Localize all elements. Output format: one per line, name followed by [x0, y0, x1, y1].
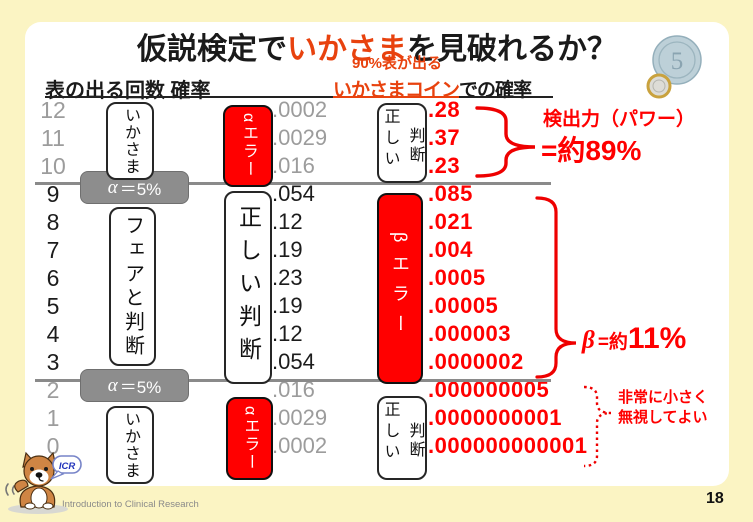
- fair-coin-probability: .054: [272, 181, 315, 206]
- beta-value-label: β =約 11%: [582, 322, 687, 355]
- heads-count: 4: [46, 321, 60, 347]
- page-title: 仮説検定でいかさまを見破れるか？: [25, 24, 729, 68]
- label-box-cheat-bottom: いかさま: [106, 406, 154, 484]
- fair-coin-probability: .19: [272, 237, 303, 262]
- label-box-fair-judgement: フェアと判断: [109, 207, 156, 366]
- loaded-coin-probability: .37: [428, 125, 461, 150]
- heads-count: 2: [46, 377, 60, 403]
- table-row: 10 .016 .23: [0, 152, 753, 180]
- header-underline: [45, 96, 333, 98]
- label-box-cheat-top: いかさま: [106, 102, 154, 180]
- note-90-percent: 90%表が出る: [352, 55, 443, 72]
- header-underline: [459, 96, 553, 98]
- heads-count: 10: [40, 153, 66, 179]
- fair-coin-probability: .12: [272, 209, 303, 234]
- heads-count: 6: [46, 265, 60, 291]
- heads-count: 11: [41, 125, 65, 151]
- mascot-bubble-label: ICR: [59, 461, 76, 472]
- title-pre: 仮説検定で: [137, 33, 287, 66]
- loaded-coin-probability: .000003: [428, 321, 512, 346]
- loaded-coin-probability: .000000000001: [428, 433, 588, 458]
- table-row: 12 .0002 .28: [0, 96, 753, 124]
- title-post: を見破れるか？: [407, 33, 617, 66]
- table-row: 8 .12 .021: [0, 208, 753, 236]
- significance-line-top: [35, 182, 551, 185]
- loaded-coin-probability: .0000000001: [428, 405, 562, 430]
- alpha-symbol: α: [107, 176, 118, 198]
- table-row: 11 .0029 .37: [0, 124, 753, 152]
- correct-judgement-box-bottom: 正しい 判断: [377, 396, 427, 480]
- correct-judgement-box-top: 正しい 判断: [377, 103, 427, 183]
- heads-count: 8: [46, 209, 60, 235]
- fair-coin-probability: .19: [272, 293, 303, 318]
- table-row: 5 .19 .00005: [0, 292, 753, 320]
- alpha-symbol: α: [107, 374, 118, 396]
- loaded-coin-probability: .00005: [428, 293, 499, 318]
- table-row: 3 .054 .0000002: [0, 348, 753, 376]
- power-label: 検出力（パワー）: [543, 109, 696, 130]
- fair-coin-probability: .016: [272, 153, 315, 178]
- table-row: 7 .19 .004: [0, 236, 753, 264]
- fair-coin-probability: .0029: [272, 405, 328, 430]
- speech-bubble: ICR: [50, 455, 82, 480]
- alpha-value: ＝5%: [119, 378, 162, 397]
- beta-error-box: βエラー: [377, 193, 423, 384]
- alpha-value: ＝5%: [119, 180, 162, 199]
- loaded-coin-probability: .0005: [428, 265, 486, 290]
- heads-count: 7: [46, 237, 60, 263]
- header-underline-red: [333, 96, 459, 98]
- heads-count: 9: [46, 181, 60, 207]
- fair-coin-probability: .12: [272, 321, 303, 346]
- header-fake-coin: いかさまコイン: [333, 80, 460, 101]
- title-highlight: いかさま: [287, 33, 407, 66]
- table-row: 4 .12 .000003: [0, 320, 753, 348]
- loaded-coin-probability: .021: [428, 209, 473, 234]
- column-header-right: いかさまコインでの確率: [333, 75, 532, 102]
- table-row: 1 .0029 .0000000001: [0, 404, 753, 432]
- heads-count: 0: [46, 433, 60, 459]
- table-row: 9 .054 .085: [0, 180, 753, 208]
- footer-text: Introduction to Clinical Research: [62, 499, 199, 510]
- coin-icon: 5: [646, 35, 702, 99]
- fair-coin-probability: .23: [272, 265, 303, 290]
- table-row: 0 .0002 .000000000001: [0, 432, 753, 460]
- fair-coin-probability: .0002: [272, 433, 328, 458]
- heads-count: 1: [46, 405, 60, 431]
- page-number: 18: [706, 490, 724, 507]
- significance-line-bottom: [35, 379, 551, 382]
- alpha-error-box-bottom: αエラー: [226, 397, 273, 480]
- header-fake-rest: での確率: [459, 80, 532, 101]
- negligible-note: 非常に小さく 無視してよい: [618, 389, 709, 426]
- power-value: =約89%: [541, 135, 642, 166]
- mascot-dog-icon: ICR: [5, 451, 82, 514]
- loaded-coin-probability: .004: [428, 237, 473, 262]
- fair-coin-probability: .054: [272, 349, 315, 374]
- heads-count: 5: [46, 293, 60, 319]
- fair-coin-probability: .0002: [272, 97, 328, 122]
- loaded-coin-probability: .23: [428, 153, 461, 178]
- heads-count: 3: [46, 349, 60, 375]
- loaded-coin-probability: .28: [428, 97, 461, 122]
- loaded-coin-probability: .085: [428, 181, 473, 206]
- coin-value-label: 5: [671, 48, 684, 75]
- fair-coin-probability: .0029: [272, 125, 328, 150]
- table-row: 6 .23 .0005: [0, 264, 753, 292]
- alpha-error-box-top: αエラー: [223, 105, 273, 187]
- correct-judgement-box-middle: 正しい判断: [224, 191, 272, 384]
- alpha-5pct-badge-bottom: α ＝5%: [80, 369, 189, 402]
- heads-count: 12: [40, 97, 66, 123]
- loaded-coin-probability: .0000002: [428, 349, 524, 374]
